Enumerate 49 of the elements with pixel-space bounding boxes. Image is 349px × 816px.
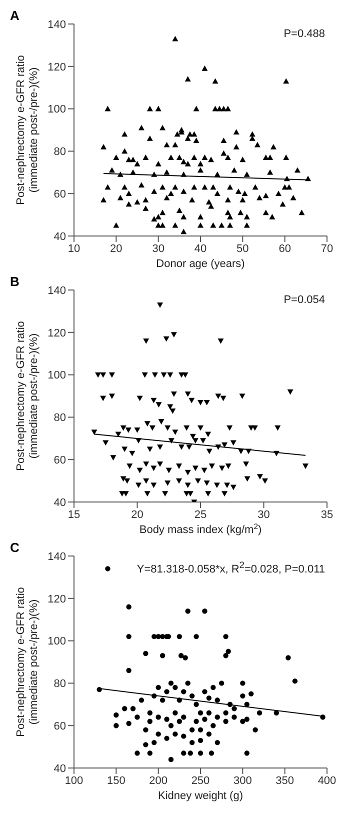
y-tick-label: 120 (48, 61, 66, 74)
chart-title: C (10, 540, 20, 555)
y-tick-label: 60 (54, 454, 66, 467)
y-tick-label: 40 (54, 496, 66, 509)
x-tick-label: 15 (68, 508, 80, 521)
x-tick-label: 400 (318, 774, 336, 787)
chart-title: A (10, 8, 20, 23)
y-tick-label: 40 (54, 230, 66, 243)
y-tick-label: 40 (54, 762, 66, 775)
x-tick-label: 35 (320, 508, 334, 521)
y-tick-label: 140 (48, 550, 66, 563)
annotation: P=0.054 (284, 294, 325, 306)
y-tick-label: 140 (48, 284, 66, 297)
x-tick-label: 25 (194, 508, 207, 521)
y-tick-label: 80 (54, 678, 66, 690)
y-axis-title: Post-nephrectomy e-GFR ratio (immediate post-/pre-)(%) (15, 321, 40, 471)
x-axis-title: Donor age (years) (156, 258, 245, 270)
x-tick-label: 50 (236, 242, 249, 255)
x-axis-title: Body mass index (kg/m$^{2}$) (139, 522, 262, 536)
y-tick-label: 60 (54, 720, 66, 733)
y-axis-title: Post-nephrectomy e-GFR ratio (immediate post-/pre-)(%) (15, 55, 40, 205)
x-tick-label: 100 (64, 774, 84, 787)
annotation: Y=81.318-0.058*x, R$^{2}$=0.028, P=0.011 (136, 560, 325, 576)
x-tick-label: 20 (131, 508, 144, 521)
x-tick-label: 350 (276, 774, 294, 787)
x-tick-label: 60 (278, 242, 291, 255)
y-tick-label: 100 (48, 370, 66, 382)
x-tick-label: 20 (110, 242, 122, 255)
x-tick-label: 10 (68, 242, 80, 255)
x-tick-label: 250 (191, 774, 210, 787)
x-tick-label: 300 (233, 774, 252, 787)
y-tick-label: 120 (48, 327, 66, 340)
x-tick-label: 70 (320, 242, 334, 255)
y-axis-title: Post-nephrectomy e-GFR ratio (immediate post-/pre-)(%) (15, 587, 40, 737)
x-axis-title: Kidney weight (g) (158, 790, 243, 802)
x-tick-label: 30 (258, 508, 270, 521)
x-tick-label: 30 (152, 242, 164, 255)
y-tick-label: 140 (48, 18, 66, 31)
y-tick-label: 80 (54, 412, 66, 424)
y-tick-label: 100 (48, 104, 66, 116)
y-tick-label: 80 (54, 146, 66, 158)
x-tick-label: 150 (106, 774, 126, 787)
y-tick-label: 60 (54, 188, 66, 201)
annotation: P=0.488 (284, 28, 325, 40)
x-tick-label: 40 (194, 242, 207, 255)
y-tick-label: 120 (48, 593, 66, 606)
chart-title: B (10, 274, 20, 289)
y-tick-label: 100 (48, 636, 66, 648)
x-tick-label: 200 (149, 774, 168, 787)
